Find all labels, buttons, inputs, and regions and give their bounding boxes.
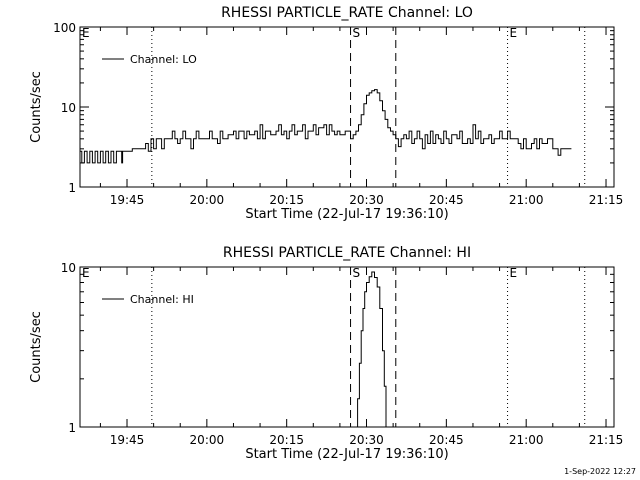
event-marker-label: E	[510, 266, 518, 280]
x-tick-label: 20:15	[269, 433, 304, 447]
x-tick-label: 20:45	[429, 193, 464, 207]
x-axis-label: Start Time (22-Jul-17 19:36:10)	[245, 207, 448, 222]
y-tick-label: 1	[68, 181, 76, 195]
y-tick-label: 100	[53, 21, 76, 35]
plot-frame	[79, 266, 615, 428]
footer-date: 1-Sep-2022 12:27	[564, 467, 636, 476]
event-marker-label: E	[82, 26, 90, 40]
chart-title: RHESSI PARTICLE_RATE Channel: LO	[221, 5, 473, 21]
y-tick-label: 10	[61, 101, 76, 115]
plot-frame	[79, 26, 615, 188]
x-tick-label: 21:15	[589, 433, 624, 447]
y-axis-label: Counts/sec	[29, 311, 44, 383]
x-tick-label: 20:30	[349, 193, 384, 207]
x-axis-label: Start Time (22-Jul-17 19:36:10)	[245, 447, 448, 462]
legend-entry: Channel: LO	[130, 53, 197, 66]
chart-panel: RHESSI PARTICLE_RATE Channel: LO 19:45 20:…	[29, 5, 623, 222]
chart-panel: RHESSI PARTICLE_RATE Channel: HI 19:45 20:…	[29, 245, 623, 462]
x-tick-label: 19:45	[110, 433, 145, 447]
x-tick-label: 20:00	[190, 193, 225, 207]
series-line	[80, 89, 572, 164]
x-tick-label: 21:15	[589, 193, 624, 207]
event-marker-label: S	[353, 26, 361, 40]
legend-entry: Channel: HI	[130, 293, 194, 306]
y-tick-label: 1	[68, 421, 76, 435]
x-tick-label: 20:45	[429, 433, 464, 447]
x-tick-label: 21:00	[509, 433, 544, 447]
x-tick-label: 21:00	[509, 193, 544, 207]
event-marker-label: E	[82, 266, 90, 280]
y-tick-label: 10	[61, 261, 76, 275]
chart-title: RHESSI PARTICLE_RATE Channel: HI	[223, 245, 471, 261]
y-axis-label: Counts/sec	[29, 71, 44, 143]
x-tick-label: 20:15	[269, 193, 304, 207]
x-tick-label: 20:00	[190, 433, 225, 447]
x-tick-label: 20:30	[349, 433, 384, 447]
series-line	[355, 271, 387, 428]
event-marker-label: S	[353, 266, 361, 280]
event-marker-label: E	[510, 26, 518, 40]
x-tick-label: 19:45	[110, 193, 145, 207]
